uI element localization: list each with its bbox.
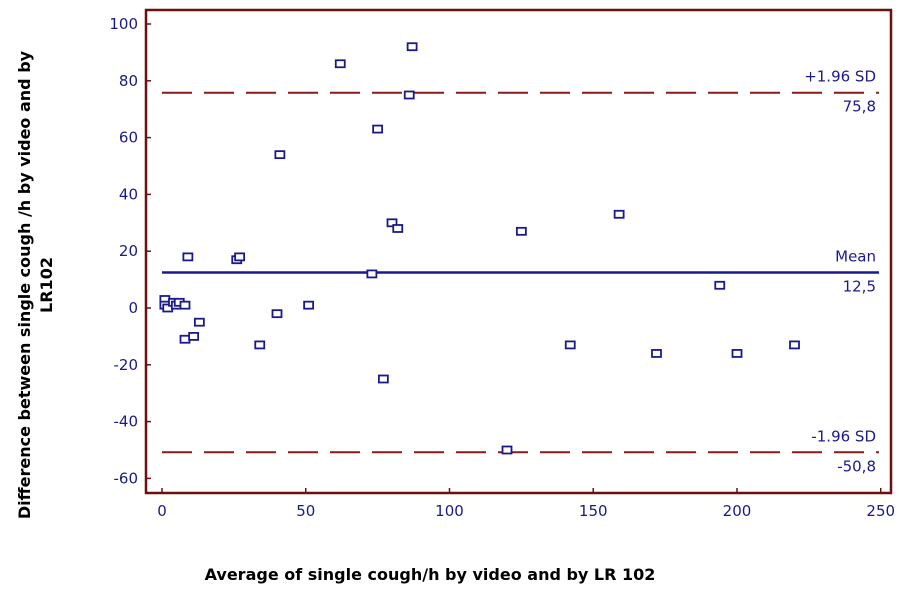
y-tick-label: 40	[119, 185, 138, 203]
reference-line-value: 75,8	[843, 98, 876, 116]
y-tick-label: -20	[114, 356, 139, 374]
x-tick-label: 50	[296, 502, 315, 520]
x-tick-label: 100	[435, 502, 464, 520]
data-point	[274, 150, 286, 160]
x-axis-title: Average of single cough/h by video and b…	[205, 565, 656, 584]
reference-line-name: +1.96 SD	[804, 68, 876, 86]
data-points	[159, 42, 800, 455]
x-tick-label: 150	[579, 502, 608, 520]
data-point	[386, 218, 398, 228]
y-tick-label: 60	[119, 129, 138, 147]
data-point	[789, 340, 800, 350]
x-tick-label: 250	[866, 502, 895, 520]
y-axis-title-line-2: LR102	[37, 257, 56, 313]
y-tick-label: 100	[109, 15, 138, 33]
y-axis-title-line-1: Difference between single cough /h by vi…	[15, 50, 34, 519]
data-point	[372, 124, 384, 134]
data-point	[515, 226, 527, 236]
data-point	[366, 269, 378, 279]
data-point	[179, 300, 191, 310]
plot-frame	[144, 8, 893, 495]
data-point	[182, 252, 194, 262]
reference-line-name: -1.96 SD	[811, 427, 876, 445]
y-tick-label: -40	[114, 413, 139, 431]
y-tick-label: 80	[119, 72, 138, 90]
data-point	[303, 300, 315, 310]
y-axis-title: Difference between single cough /h by vi…	[15, 50, 56, 519]
data-point	[254, 340, 266, 350]
x-tick-label: 200	[723, 502, 752, 520]
data-point	[234, 252, 246, 262]
y-tick-label: -60	[114, 469, 139, 487]
data-point	[714, 280, 726, 290]
data-point	[651, 349, 662, 358]
data-point	[613, 209, 625, 219]
reference-lines: +1.96 SD 75,8 Mean 12,5 -1.96 SD -50,8	[162, 68, 879, 475]
data-point	[406, 42, 418, 52]
axes: -60 -40 -20 0 20 40 60 80 100 0 50 100 150 200 250	[109, 15, 895, 520]
reference-line-name: Mean	[835, 248, 876, 266]
data-point	[392, 224, 404, 233]
reference-line-value: 12,5	[843, 278, 876, 296]
data-point	[179, 334, 191, 344]
y-tick-label: 0	[128, 299, 138, 317]
data-point	[334, 59, 346, 69]
data-point	[403, 90, 415, 100]
data-point	[188, 331, 200, 341]
data-point	[193, 317, 205, 327]
data-point	[731, 349, 743, 358]
x-tick-label: 0	[157, 502, 167, 520]
y-tick-label: 20	[119, 242, 138, 260]
data-point	[271, 309, 283, 319]
data-point	[564, 340, 576, 350]
reference-line-value: -50,8	[837, 457, 876, 475]
data-point	[501, 445, 513, 455]
data-point	[377, 374, 389, 384]
